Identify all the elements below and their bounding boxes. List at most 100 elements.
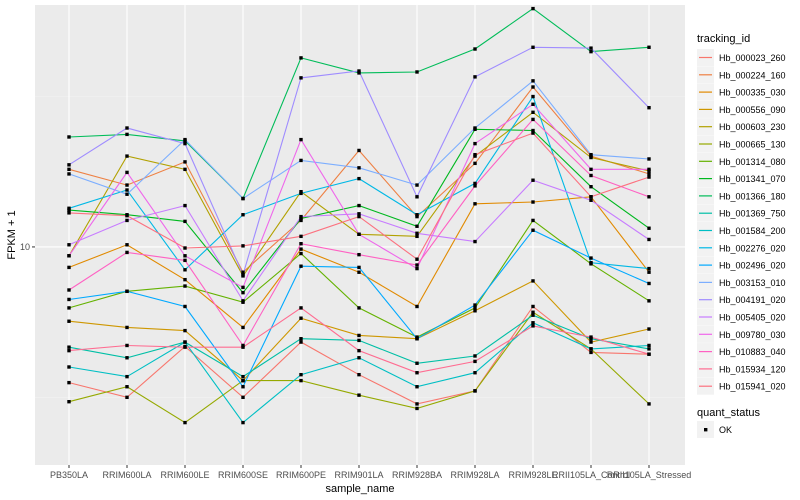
data-point [531, 304, 535, 309]
legend-label: Hb_002496_020 [719, 261, 786, 271]
data-point [183, 304, 187, 309]
data-point [589, 260, 593, 265]
data-point [415, 385, 419, 389]
data-point [299, 337, 303, 341]
data-point [415, 234, 419, 239]
legend-label: Hb_015934_120 [719, 364, 786, 374]
data-point [531, 128, 535, 133]
legend-label: Hb_000556_090 [719, 105, 786, 115]
data-point [125, 170, 129, 175]
data-point [589, 185, 593, 189]
data-point [357, 148, 361, 153]
data-point [183, 340, 187, 344]
data-point [241, 290, 245, 295]
data-point [67, 319, 71, 323]
data-point [589, 167, 593, 172]
x-tick-label: RRII105LA_Control [552, 470, 630, 480]
data-point [125, 154, 129, 158]
data-point [183, 203, 187, 208]
data-point [357, 71, 361, 75]
data-point [531, 200, 535, 204]
y-tick-label: 10 [20, 242, 30, 252]
data-point [473, 371, 477, 375]
data-point [415, 266, 419, 271]
data-point [473, 141, 477, 146]
data-point [241, 395, 245, 400]
data-point [647, 402, 651, 406]
data-point [125, 243, 129, 247]
data-point [299, 158, 303, 163]
data-point [647, 281, 651, 286]
data-point [241, 299, 245, 303]
data-point [647, 237, 651, 242]
data-point [125, 188, 129, 192]
x-tick-label: RRIM928LA [450, 470, 499, 480]
color-legend-title: tracking_id [697, 33, 750, 45]
data-point [357, 306, 361, 310]
data-point [357, 265, 361, 270]
data-point [183, 141, 187, 146]
data-point [357, 232, 361, 236]
data-point [531, 310, 535, 314]
data-point [531, 117, 535, 122]
data-point [647, 270, 651, 274]
data-point [589, 198, 593, 202]
data-point [473, 306, 477, 310]
data-point [531, 313, 535, 317]
data-point [473, 47, 477, 51]
x-tick-label: RRIM928LE [508, 470, 557, 480]
data-point [647, 167, 651, 172]
data-point [241, 270, 245, 274]
data-point [647, 327, 651, 331]
data-point [299, 191, 303, 196]
data-point [67, 288, 71, 292]
data-point [299, 264, 303, 268]
legend-label: Hb_010883_040 [719, 347, 786, 357]
data-point [357, 333, 361, 338]
data-point [531, 79, 535, 83]
y-axis: 10 [20, 242, 35, 252]
legend-label: Hb_009780_030 [719, 330, 786, 340]
data-point [415, 361, 419, 365]
data-point [415, 371, 419, 375]
data-point [183, 246, 187, 250]
data-point [125, 325, 129, 330]
data-point [589, 335, 593, 339]
data-point [67, 211, 71, 215]
data-point [531, 321, 535, 325]
data-point [125, 356, 129, 360]
data-point [415, 183, 419, 187]
data-point [241, 272, 245, 277]
data-point [125, 218, 129, 223]
legend-label: Hb_001366_180 [719, 191, 786, 201]
data-point [531, 94, 535, 99]
data-point [473, 152, 477, 157]
data-point [647, 195, 651, 199]
data-point [415, 214, 419, 219]
data-point [589, 195, 593, 199]
data-point [299, 56, 303, 60]
data-point [125, 385, 129, 389]
data-point [299, 242, 303, 246]
data-point [589, 49, 593, 54]
legend-label: Hb_001369_750 [719, 209, 786, 219]
data-point [473, 126, 477, 130]
data-point [415, 304, 419, 309]
data-point [125, 289, 129, 294]
y-axis-title: FPKM + 1 [6, 210, 18, 259]
data-point [357, 252, 361, 257]
data-point [125, 395, 129, 400]
data-point [67, 306, 71, 310]
data-point [299, 214, 303, 219]
data-point [415, 213, 419, 217]
data-point [183, 328, 187, 333]
shape-legend-title: quant_status [697, 407, 760, 419]
data-point [299, 372, 303, 377]
data-point [183, 167, 187, 172]
shape-legend-label: OK [719, 425, 732, 435]
data-point [357, 166, 361, 170]
data-point [647, 352, 651, 356]
data-point [125, 183, 129, 187]
data-point [531, 228, 535, 232]
